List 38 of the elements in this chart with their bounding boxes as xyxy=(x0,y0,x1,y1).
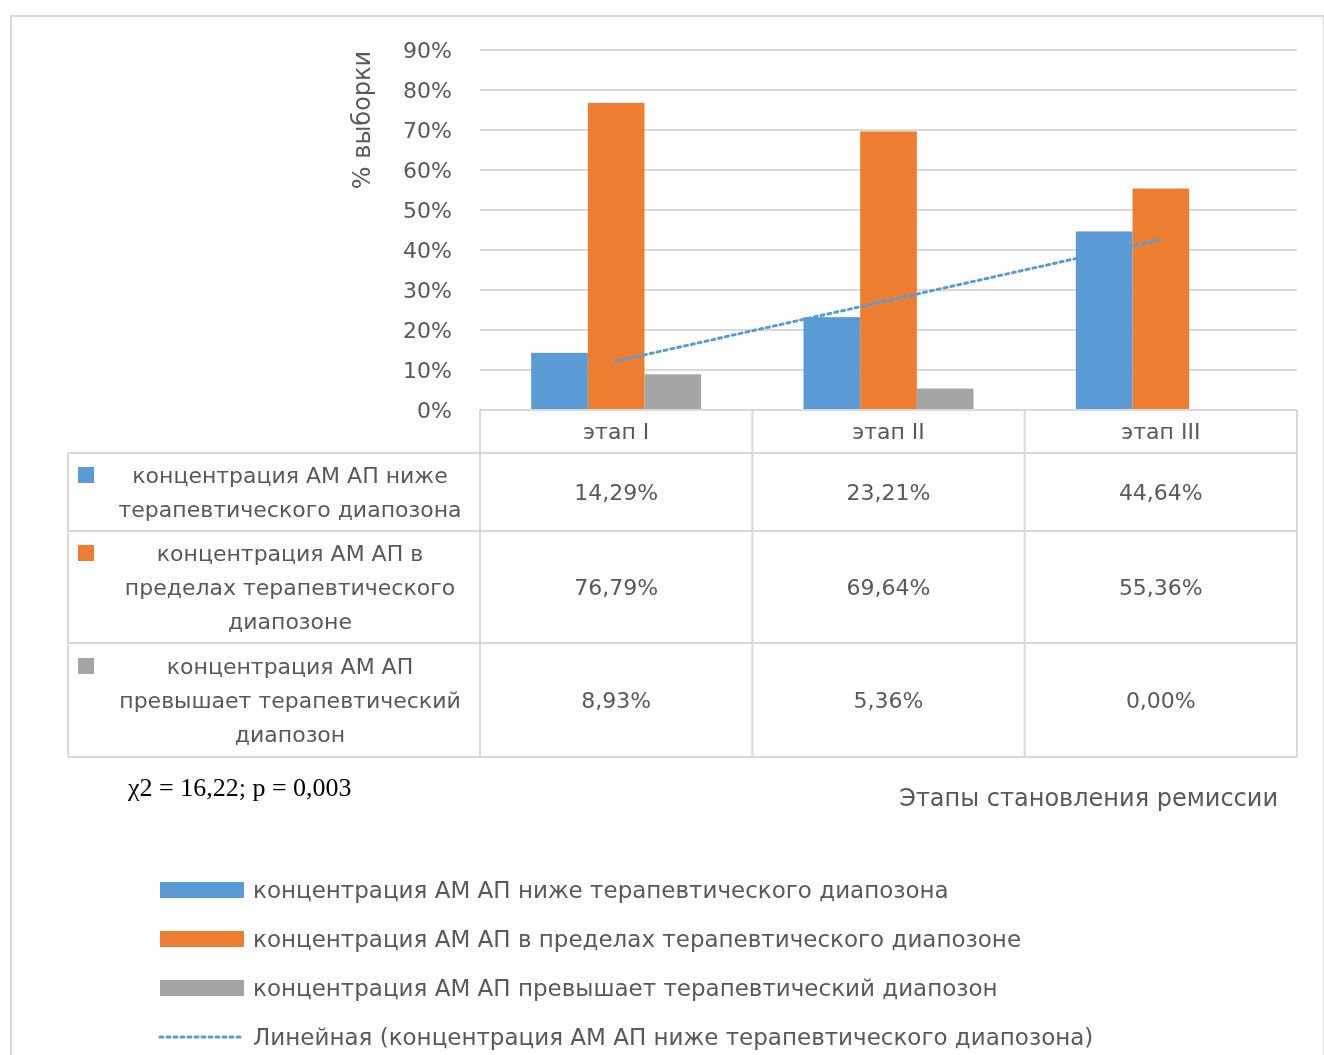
x-tick-label: этап II xyxy=(852,418,925,444)
data-label: 14,29% xyxy=(574,479,659,505)
text: χ2 = 16,22; p = 0,003 xyxy=(127,772,352,802)
bar xyxy=(644,374,702,410)
y-axis-title: % выборки xyxy=(348,50,376,190)
data-label: 55,36% xyxy=(1118,574,1203,600)
data-label: 0,00% xyxy=(1125,687,1196,713)
data-label: 5,36% xyxy=(853,687,924,713)
data-label: 8,93% xyxy=(581,687,652,713)
y-tick-label: 20% xyxy=(403,317,452,343)
data-label: 69,64% xyxy=(846,574,931,600)
y-tick-label: 0% xyxy=(417,397,452,423)
bar xyxy=(531,352,588,410)
data-label: 44,64% xyxy=(1118,479,1203,505)
data-label: 76,79% xyxy=(574,574,659,600)
y-tick-label: 30% xyxy=(403,277,452,303)
legend-label: концентрация АМ АП в пределах терапевтического диапозоне xyxy=(253,926,1022,952)
y-tick-label: 70% xyxy=(403,117,452,143)
legend-label: концентрация АМ АП превышает терапевтический диапозон xyxy=(253,975,998,1001)
bar xyxy=(1132,188,1190,410)
x-tick-label: этап I xyxy=(583,418,650,444)
y-tick-label: 40% xyxy=(403,237,452,263)
y-tick-label: 10% xyxy=(403,357,452,383)
y-tick-label: 60% xyxy=(403,157,452,183)
bar xyxy=(916,388,974,410)
data-label: 23,21% xyxy=(846,479,931,505)
y-tick-label: 80% xyxy=(403,77,452,103)
bar xyxy=(860,131,917,410)
text: концентрация АМ АП ниже терапевтического диапозона xyxy=(253,877,949,903)
legend-label: концентрация АМ АП ниже терапевтического диапозона xyxy=(118,462,462,522)
x-tick-label: этап III xyxy=(1121,418,1201,444)
text: Этапы становления ремиссии xyxy=(899,784,1278,812)
text: концентрация АМ АП превышает терапевтический диапозон xyxy=(119,653,461,747)
y-tick-label: 50% xyxy=(403,197,452,223)
bar xyxy=(587,102,645,410)
y-tick-label: 90% xyxy=(403,37,452,63)
text: концентрация АМ АП в пределах терапевтического диапозоне xyxy=(124,540,456,634)
legend-label: Линейная (концентрация АМ АП ниже терапевтического диапозона) xyxy=(253,1024,1094,1050)
